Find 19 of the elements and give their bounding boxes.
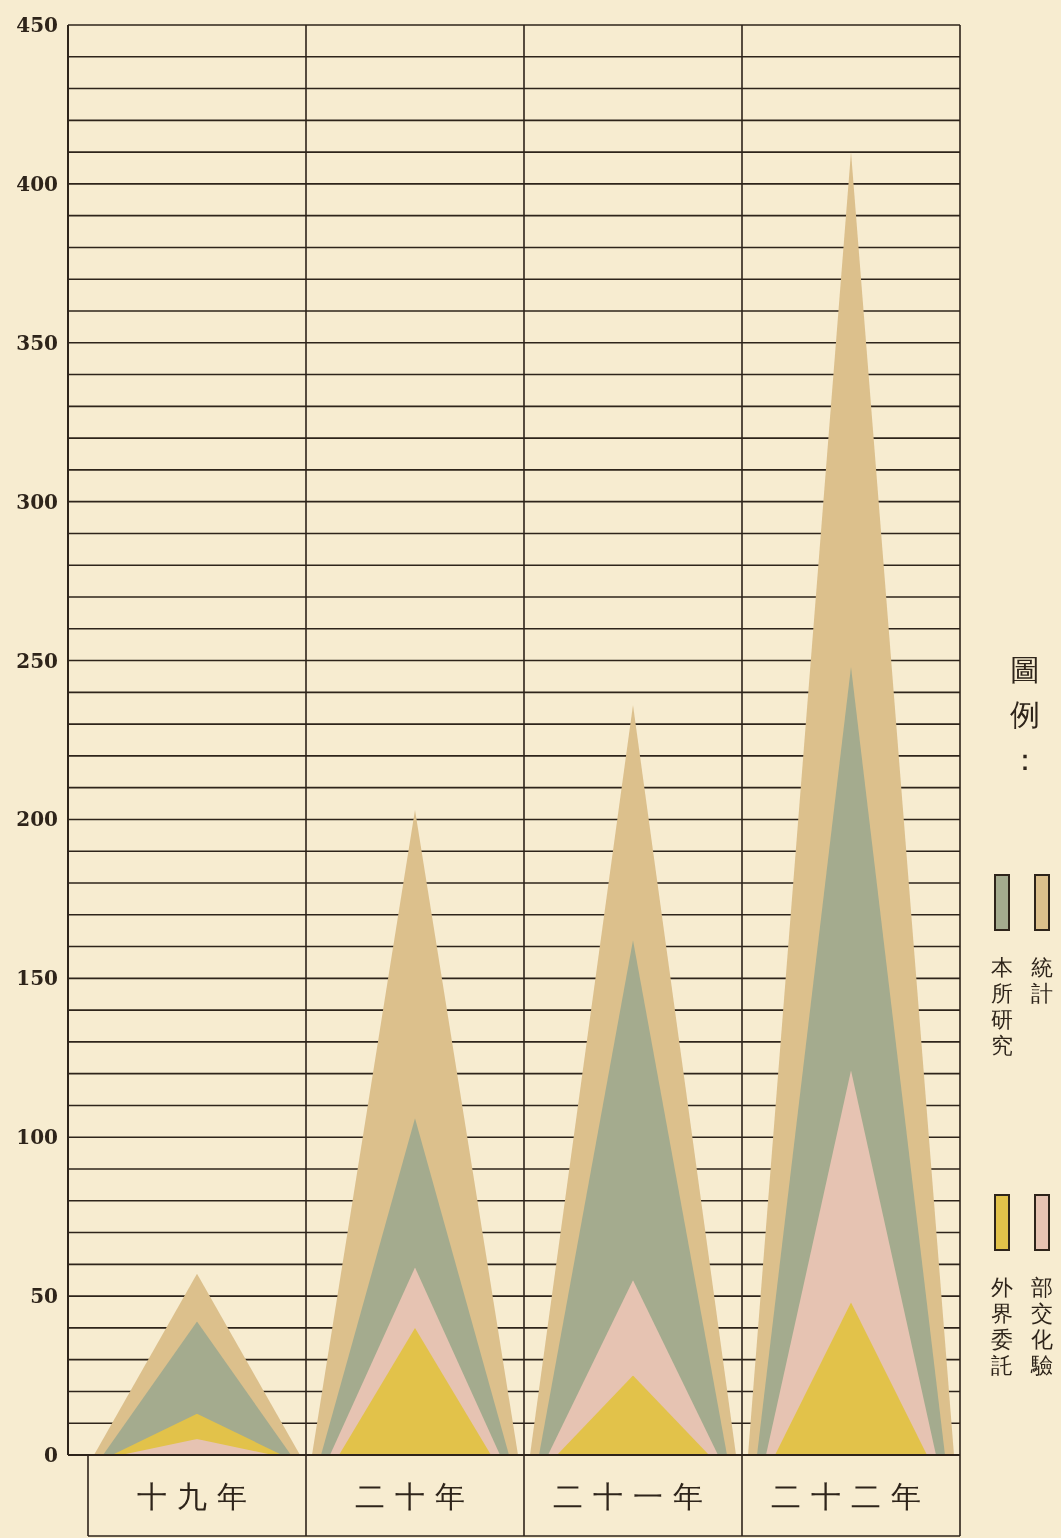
y-tick-label: 400 <box>16 171 58 196</box>
y-tick-label: 0 <box>44 1443 58 1467</box>
legend-title: 圖例： <box>1010 652 1040 777</box>
x-tick-label: 二十二年 <box>771 1479 931 1514</box>
y-tick-label: 300 <box>16 489 58 514</box>
y-tick-label: 250 <box>16 648 58 673</box>
x-tick-label: 二十一年 <box>553 1479 713 1514</box>
text: 部交化驗 <box>1030 1275 1053 1378</box>
y-tick-label: 450 <box>16 13 58 37</box>
y-tick-label: 50 <box>30 1284 58 1309</box>
y-tick-label: 200 <box>16 807 58 832</box>
x-tick-label: 十九年 <box>137 1479 257 1514</box>
y-tick-label: 350 <box>16 330 58 355</box>
y-tick-label: 150 <box>16 966 58 991</box>
x-tick-label: 二十年 <box>355 1479 475 1514</box>
y-tick-label: 100 <box>16 1125 58 1150</box>
text: 外界委託 <box>991 1275 1013 1378</box>
text: 統計 <box>1031 955 1053 1006</box>
text: 本所研究 <box>991 955 1013 1058</box>
